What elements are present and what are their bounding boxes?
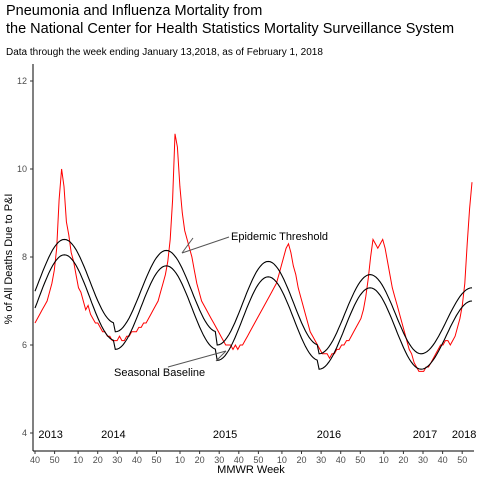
year-label: 2015: [213, 429, 237, 441]
x-tick-label: 10: [277, 455, 287, 465]
chart-subtitle: Data through the week ending January 13,…: [6, 47, 323, 58]
x-tick-label: 20: [195, 455, 205, 465]
x-tick-label: 30: [112, 455, 122, 465]
x-tick-label: 20: [398, 455, 408, 465]
x-tick-label: 10: [379, 455, 389, 465]
axes: [30, 64, 474, 454]
series-lines: [34, 133, 473, 372]
x-axis-title: MMWR Week: [217, 464, 285, 476]
epidemic-threshold-pointer: [181, 236, 230, 254]
year-label: 2013: [38, 429, 62, 441]
epidemic-threshold-arrow: [181, 237, 194, 254]
x-tick-label: 40: [438, 455, 448, 465]
x-tick-label: 50: [50, 455, 60, 465]
x-tick-label: 10: [175, 455, 185, 465]
x-tick-label: 30: [214, 455, 224, 465]
year-label: 2018: [452, 429, 476, 441]
y-tick-label: 8: [22, 252, 27, 262]
chart-title-line-1: Pneumonia and Influenza Mortality from: [6, 3, 263, 19]
y-tick-label: 4: [22, 428, 27, 438]
y-tick-label: 6: [22, 340, 27, 350]
y-tick-labels: 4 6 8 10 12: [17, 76, 27, 438]
year-labels: 2013 2014 2015 2016 2017 2018: [38, 429, 476, 441]
x-tick-label: 50: [151, 455, 161, 465]
year-label: 2017: [413, 429, 437, 441]
epidemic-threshold-line: [34, 238, 473, 355]
x-tick-label: 40: [336, 455, 346, 465]
observed-series-line: [34, 133, 473, 372]
x-tick-label: 50: [355, 455, 365, 465]
y-tick-label: 12: [17, 76, 27, 86]
x-tick-label: 40: [132, 455, 142, 465]
x-tick-label: 30: [418, 455, 428, 465]
x-tick-label: 40: [234, 455, 244, 465]
x-tick-label: 10: [73, 455, 83, 465]
x-tick-label: 50: [253, 455, 263, 465]
y-tick-label: 10: [17, 164, 27, 174]
chart-title-line-2: the National Center for Health Statistic…: [6, 21, 455, 37]
year-label: 2016: [317, 429, 341, 441]
epidemic-threshold-label: Epidemic Threshold: [231, 231, 328, 243]
x-tick-label: 20: [297, 455, 307, 465]
seasonal-baseline-label: Seasonal Baseline: [114, 367, 205, 379]
seasonal-baseline-arrow: [215, 350, 227, 362]
y-axis-title: % of All Deaths Due to P&I: [3, 194, 15, 325]
x-tick-labels: 40 50 10 20 30 40 50 10 20 30 40 50 10 20 30 40 50 10 20 30…: [30, 455, 467, 465]
chart-title: Pneumonia and Influenza Mortality from t…: [6, 2, 454, 38]
x-tick-label: 30: [316, 455, 326, 465]
seasonal-baseline-pointer: [167, 350, 227, 368]
x-tick-label: 50: [457, 455, 467, 465]
seasonal-baseline-line: [34, 254, 473, 370]
year-label: 2014: [101, 429, 125, 441]
x-tick-label: 20: [93, 455, 103, 465]
x-tick-label: 40: [30, 455, 40, 465]
annotations: Epidemic Threshold Seasonal Baseline: [114, 231, 328, 379]
